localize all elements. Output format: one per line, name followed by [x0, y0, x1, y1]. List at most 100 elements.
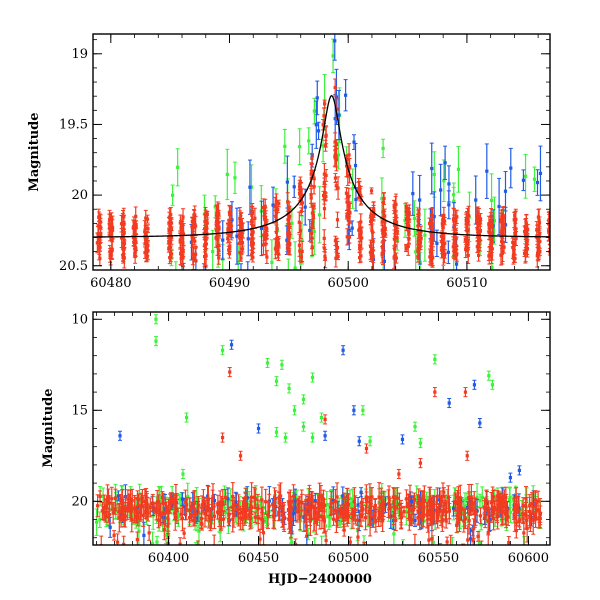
- top-red-point-marker: [346, 217, 350, 221]
- top-red-point-marker: [466, 214, 471, 218]
- top-red-point-marker: [394, 215, 398, 219]
- top-red-point-marker: [110, 247, 114, 251]
- top-red-point-marker: [122, 242, 127, 246]
- top-green-point-marker: [300, 238, 304, 242]
- bottom-green-point-marker: [478, 499, 482, 503]
- bottom-green-point-marker: [465, 497, 469, 501]
- top-red-point: [216, 209, 221, 219]
- top-red-point-marker: [324, 133, 328, 137]
- top-red-point-marker: [215, 229, 219, 234]
- top-red-point: [274, 245, 279, 255]
- top-blue-point: [443, 145, 448, 180]
- top-green-point-marker: [312, 229, 316, 234]
- top-red-point: [358, 233, 363, 243]
- top-blue-point: [234, 207, 239, 265]
- top-green-point-marker: [442, 179, 446, 183]
- top-red-point-marker: [369, 252, 373, 257]
- top-blue-point-marker: [446, 250, 450, 254]
- top-red-point-marker: [440, 240, 444, 244]
- top-red-point-marker: [348, 164, 352, 169]
- top-red-point-marker: [416, 248, 420, 252]
- top-red-point: [490, 218, 495, 233]
- top-red-point: [381, 192, 386, 212]
- top-blue-point-marker: [316, 129, 321, 133]
- top-green-point-marker: [307, 139, 311, 143]
- bottom-green-point: [324, 491, 329, 519]
- top-red-point: [499, 215, 504, 224]
- top-panel: 60480 60490 60500 60510 19 19.5 20 20.5 Magnitu…: [27, 33, 551, 318]
- top-red-point-marker: [451, 245, 455, 249]
- top-red-point: [274, 224, 279, 241]
- top-blue-point-marker: [411, 192, 415, 196]
- top-red-point-marker: [381, 210, 385, 214]
- top-red-point-marker: [358, 256, 362, 260]
- top-red-point-marker: [536, 215, 540, 219]
- top-red-point-marker: [309, 172, 313, 176]
- top-red-point-marker: [253, 216, 257, 220]
- top-blue-point-marker: [435, 241, 439, 245]
- bottom-green-point-marker: [195, 496, 199, 500]
- top-red-point: [512, 212, 517, 219]
- top-green-point-marker: [293, 266, 297, 270]
- top-red-point-marker: [439, 248, 444, 252]
- top-green-point-marker: [456, 167, 461, 171]
- top-red-point-marker: [430, 233, 434, 237]
- top-green-point-marker: [418, 274, 421, 277]
- top-blue-point: [332, 34, 337, 61]
- top-green-point: [286, 258, 291, 270]
- top-blue-point: [246, 221, 251, 257]
- top-red-point-marker: [121, 233, 125, 237]
- top-ylabel: Magnitude: [27, 112, 42, 191]
- top-red-point-marker: [263, 215, 267, 219]
- top-blue-point-marker: [418, 198, 422, 202]
- top-blue-point-marker: [285, 238, 289, 242]
- top-red-point-marker: [348, 211, 352, 215]
- top-red-point-marker: [265, 255, 269, 259]
- top-red-point-marker: [453, 218, 458, 222]
- top-red-point-marker: [416, 255, 420, 259]
- top-green-point-marker: [176, 165, 180, 169]
- top-green-point-marker: [312, 109, 316, 113]
- top-blue-point-marker: [430, 166, 434, 171]
- top-red-point-marker: [309, 231, 313, 235]
- top-red-point-marker: [322, 236, 326, 240]
- top-red-point-marker: [478, 238, 482, 242]
- top-ytick-label: 20.5: [59, 259, 88, 274]
- top-red-point: [227, 218, 232, 226]
- top-red-point-marker: [524, 249, 528, 253]
- top-green-point-marker: [402, 283, 405, 286]
- top-red-point: [404, 243, 409, 252]
- top-red-point: [261, 234, 266, 256]
- top-red-point-marker: [312, 185, 316, 189]
- top-red-point: [392, 229, 397, 249]
- top-blue-point-marker: [474, 198, 478, 202]
- bottom-green-point-marker: [229, 498, 233, 502]
- top-red-point: [368, 239, 373, 253]
- top-red-point-marker: [513, 227, 517, 232]
- top-blue-point-marker: [347, 228, 351, 233]
- top-blue-point-marker: [259, 226, 264, 230]
- top-blue-point: [194, 281, 198, 315]
- top-green-point-marker: [174, 274, 177, 277]
- top-green-point-marker: [270, 260, 274, 264]
- bottom-green-point-marker: [480, 495, 484, 499]
- bottom-green-point-marker: [507, 498, 512, 502]
- top-red-point-marker: [478, 217, 483, 221]
- top-red-point: [502, 240, 507, 254]
- top-blue-point-marker: [246, 237, 250, 241]
- top-red-point-marker: [167, 221, 171, 225]
- top-red-point-marker: [442, 254, 446, 258]
- top-red-point-marker: [287, 217, 291, 221]
- bottom-green-point-marker: [323, 524, 328, 528]
- top-red-point-marker: [193, 252, 197, 256]
- top-red-point-marker: [357, 187, 361, 191]
- bottom-green-point-marker: [179, 503, 183, 507]
- top-red-point-marker: [500, 249, 505, 254]
- top-red-point-marker: [121, 254, 125, 258]
- top-red-point-marker: [168, 256, 172, 260]
- top-red-point-marker: [334, 184, 338, 188]
- top-red-point-marker: [333, 239, 338, 243]
- top-red-point: [109, 239, 114, 259]
- top-red-point-marker: [358, 226, 362, 231]
- top-green-point: [504, 291, 508, 318]
